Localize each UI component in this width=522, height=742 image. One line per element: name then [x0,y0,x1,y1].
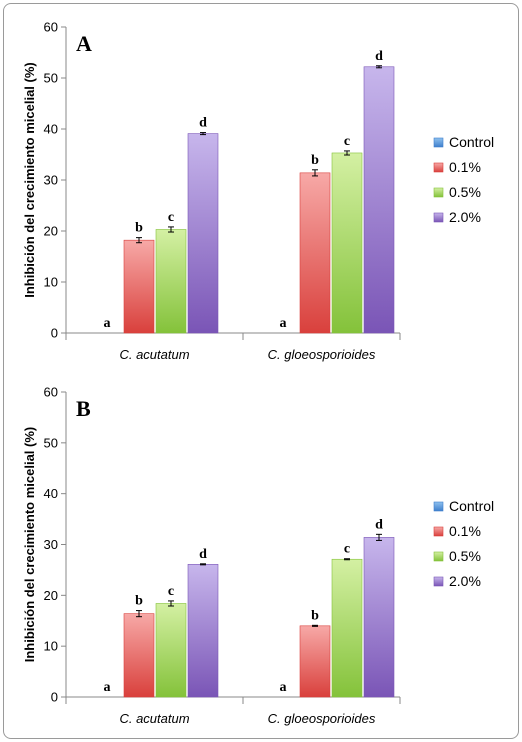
panel-a-legend-swatch [433,187,444,198]
panel-b-legend-swatch [433,526,444,537]
panel-b-y-tick-label: 0 [51,690,58,705]
panel-a-significance-label: c [168,210,174,225]
panel-b-legend-label: 0.1% [449,523,481,539]
panel-b-bar [187,564,219,698]
panel-b-legend: Control 0.1% 0.5% 2.0% [433,498,494,589]
panel-a-y-tick-label: 50 [44,71,58,86]
panel-a-y-tick-label: 30 [44,173,58,188]
panel-a-significance-label: a [280,316,287,331]
panel-b-y-tick-label: 50 [44,435,58,450]
panel-a-significance-label: c [344,134,350,149]
panel-b-significance-label: b [311,608,319,623]
panel-a-category-label: C. gloeosporioides [268,347,376,362]
panel-a-bar [187,133,219,334]
panel-a-legend-swatch [433,212,444,223]
panel-a-legend-label: Control [449,134,494,150]
panel-a-y-tick-label: 40 [44,122,58,137]
panel-a-significance-label: b [135,221,143,236]
panel-b-significance-label: c [168,584,174,599]
panel-b-y-tick-label: 20 [44,588,58,603]
panel-a-significance-label: b [311,153,319,168]
panel-a-y-tick-label: 60 [44,20,58,35]
panel-b-bar [331,558,363,698]
panel-b-significance-label: a [280,680,287,695]
panel-a-bar [331,152,363,334]
panel-b-bar [363,537,395,698]
panel-a-bar [299,172,331,334]
panel-a-y-axis-label: Inhibición del crecimiento micelial (%) [22,62,37,298]
panel-b-category-label: C. acutatum [119,711,189,726]
panel-b-legend-swatch [433,576,444,587]
panel-b-significance-label: d [375,517,383,532]
panel-b-significance-label: b [135,594,143,609]
panel-a-y-tick-label: 20 [44,224,58,239]
figure-frame [3,3,519,739]
panel-b-y-tick-label: 10 [44,639,58,654]
panel-a-y-tick-label: 0 [51,326,58,341]
panel-a-label: A [76,31,92,56]
panel-a-significance-label: d [199,116,207,131]
panel-a-legend: Control 0.1% 0.5% 2.0% [433,134,494,225]
panel-b-chart: 0 10 20 30 40 50 60 Inhibición del crecimiento … [22,385,494,727]
panel-a-y-tick-label: 10 [44,275,58,290]
panel-a-bar [123,239,155,334]
panel-a-legend-swatch [433,162,444,173]
panel-b-significance-label: a [104,680,111,695]
panel-b-legend-swatch [433,551,444,562]
panel-a-legend-swatch [433,137,444,148]
panel-b-y-tick-label: 60 [44,385,58,400]
panel-b-legend-label: 0.5% [449,548,481,564]
panel-b-bar [299,625,331,698]
panel-a-significance-label: d [375,49,383,64]
panel-b-label: B [76,396,91,421]
panel-b-significance-label: c [344,542,350,557]
panel-b-legend-label: 2.0% [449,573,481,589]
panel-b-category-label: C. gloeosporioides [268,711,376,726]
panel-b-bar [155,603,187,698]
panel-b-legend-label: Control [449,498,494,514]
panel-a-chart: 0 10 20 30 40 50 60 Inhibición del crecimiento … [22,20,494,363]
panel-b-legend-swatch [433,501,444,512]
panel-a-category-label: C. acutatum [119,347,189,362]
panel-a-legend-label: 2.0% [449,209,481,225]
panel-a-legend-label: 0.1% [449,159,481,175]
panel-b-significance-label: d [199,547,207,562]
panel-a-significance-label: a [104,316,111,331]
panel-a-legend-label: 0.5% [449,184,481,200]
panel-b-bar [123,613,155,698]
panel-b-y-axis-label: Inhibición del crecimiento micelial (%) [22,427,37,663]
panel-a-bar [363,66,395,334]
panel-b-y-tick-label: 40 [44,486,58,501]
panel-a-bar [155,229,187,334]
panel-b-y-tick-label: 30 [44,537,58,552]
